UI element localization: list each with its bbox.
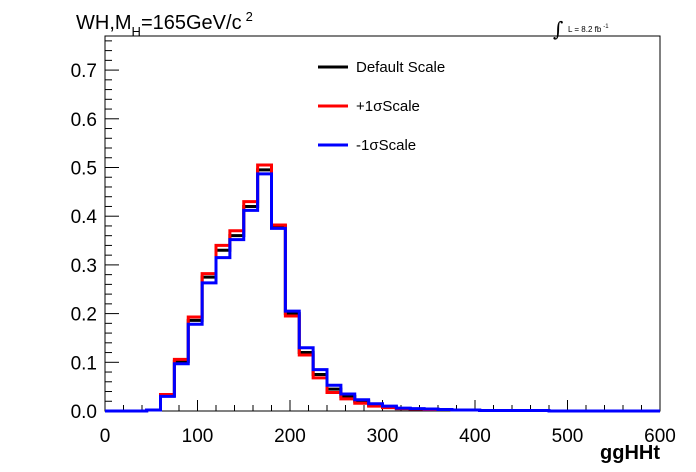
x-tick-label: 0 (100, 426, 111, 447)
y-axis: 0.0 0.1 0.2 0.3 0.4 0.5 0.6 0.7 (71, 40, 119, 423)
histogram-series-0 (105, 168, 660, 413)
chart-title: WH,MH=165GeV/c 2 (76, 9, 253, 39)
y-tick-label: 0.4 (71, 207, 98, 228)
legend-label-minus-sigma: -1σScale (356, 137, 416, 154)
legend-label-plus-sigma: +1σScale (356, 98, 420, 115)
y-tick-label: 0.5 (71, 158, 97, 179)
title-superscript: 2 (246, 9, 253, 24)
title-prefix: WH,M (76, 12, 132, 34)
x-tick-label: 400 (459, 426, 491, 447)
x-axis-title: ggHHt (600, 442, 660, 464)
title-subscript: H (132, 24, 141, 39)
luminosity-integral: ∫ (553, 17, 563, 41)
y-tick-label: 0.0 (71, 402, 97, 423)
series-group (105, 163, 660, 413)
title-mass: =165GeV/c (141, 12, 242, 34)
luminosity-label: L = 8.2 fb -1 (568, 24, 609, 34)
x-axis: 0 100 200 300 400 500 600 (100, 400, 676, 447)
legend-label-default-scale: Default Scale (356, 59, 445, 76)
y-tick-label: 0.3 (71, 256, 97, 277)
luminosity-superscript: -1 (603, 24, 609, 30)
x-tick-label: 100 (182, 426, 214, 447)
luminosity-text: L = 8.2 fb (568, 25, 602, 34)
legend: Default Scale +1σScale -1σScale (318, 59, 445, 154)
x-tick-label: 500 (552, 426, 584, 447)
x-tick-label: 600 (644, 426, 676, 447)
histogram-series-2 (105, 172, 660, 413)
y-tick-label: 0.2 (71, 305, 97, 326)
histogram-series-1 (105, 163, 660, 413)
y-tick-label: 0.7 (71, 61, 97, 82)
x-tick-label: 300 (367, 426, 399, 447)
y-tick-label: 0.6 (71, 110, 97, 131)
x-tick-label: 200 (274, 426, 306, 447)
y-tick-label: 0.1 (71, 353, 97, 374)
